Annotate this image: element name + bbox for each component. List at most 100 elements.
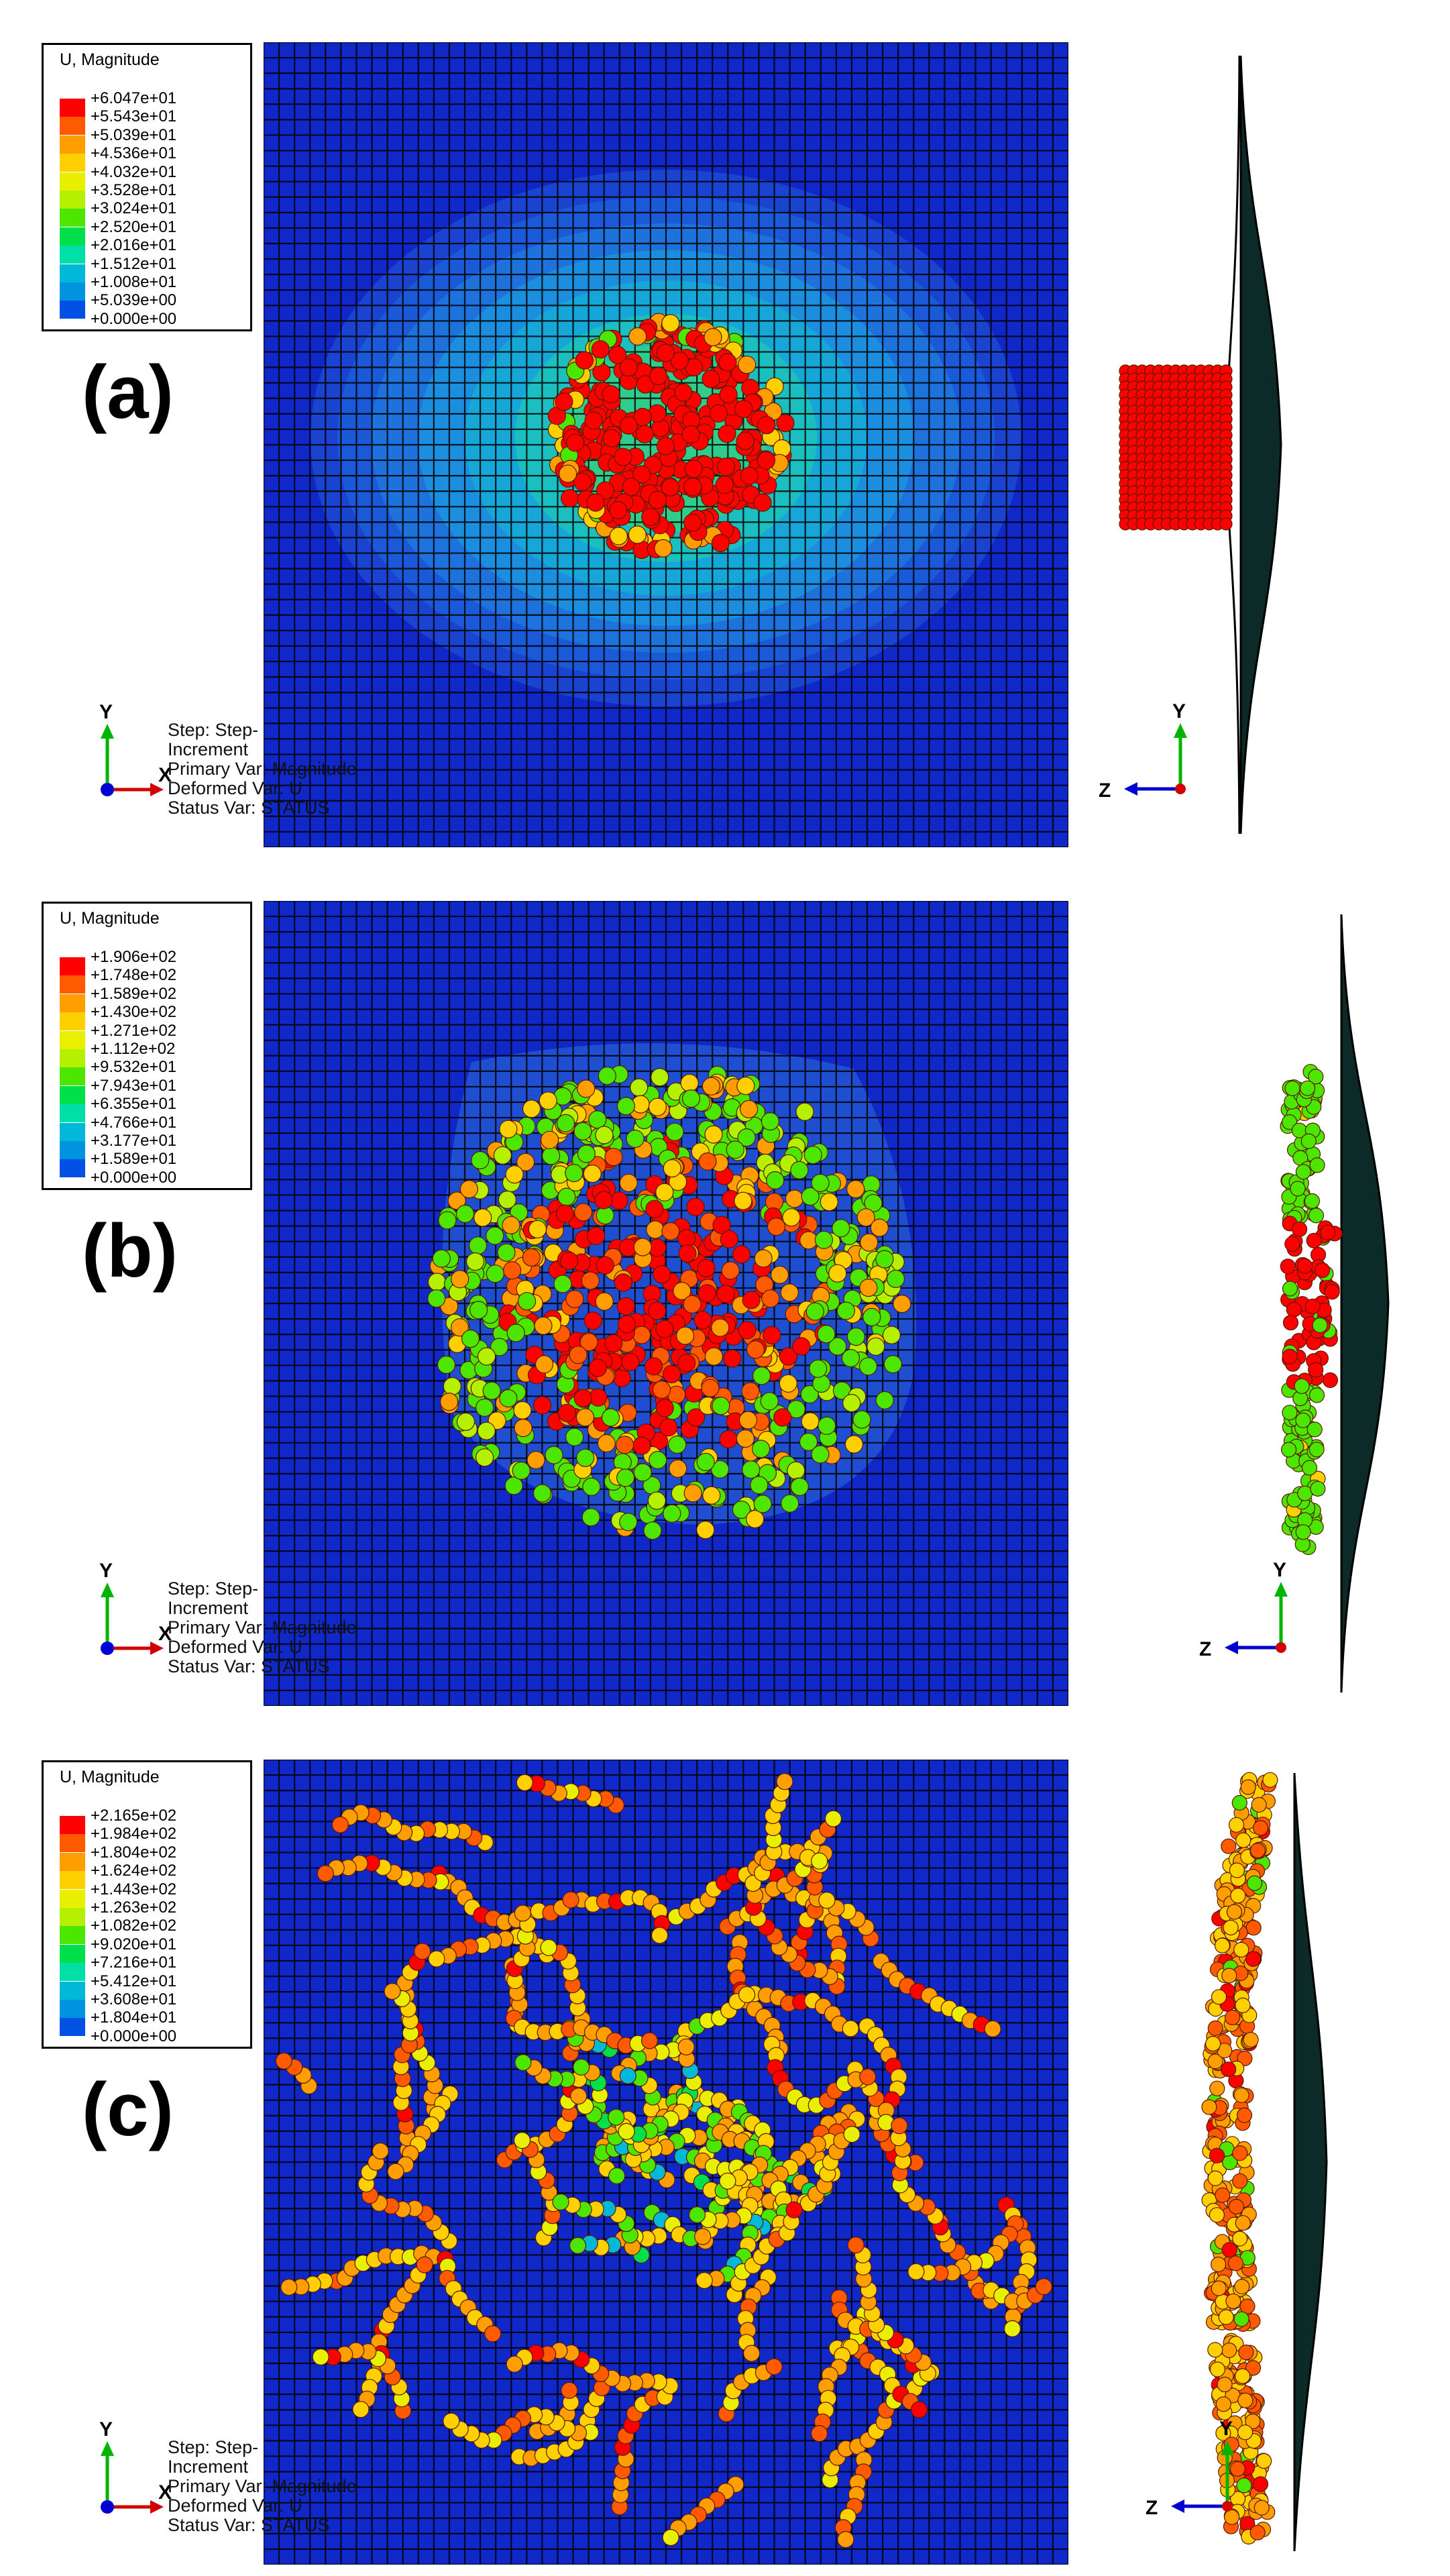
status-primary-var: Primary Var: Magnitude (168, 2476, 357, 2496)
particle (1281, 1442, 1297, 1458)
particle (712, 1216, 731, 1234)
legend-tick-label: +3.177e+01 (91, 1132, 177, 1150)
particle (608, 2167, 626, 2185)
particle (832, 1219, 850, 1238)
deformed-plate-profile (1293, 1772, 1328, 2552)
legend-swatch (60, 1122, 85, 1141)
particle (609, 527, 628, 545)
particle (478, 1347, 496, 1366)
particle (565, 1164, 583, 1183)
particle (513, 2132, 531, 2149)
particle (574, 1203, 593, 1222)
particle (1215, 2187, 1231, 2203)
triad-x-label: X (158, 1623, 172, 1645)
particle (810, 2424, 828, 2443)
particle (741, 1382, 760, 1401)
particle (1207, 2170, 1223, 2186)
particle (1284, 1080, 1300, 1096)
particle (591, 340, 610, 359)
particle (570, 2088, 588, 2105)
particle (1234, 2278, 1250, 2295)
particle (698, 1152, 717, 1171)
particle (456, 1412, 476, 1432)
particle (516, 1774, 533, 1791)
particle (588, 1110, 607, 1129)
particle (711, 533, 730, 553)
particle (663, 1504, 681, 1523)
particle (602, 429, 621, 447)
legend-tick-label: +1.589e+01 (91, 1150, 177, 1169)
particle (736, 431, 755, 450)
particle (875, 1391, 894, 1410)
particle (581, 1271, 600, 1290)
particle (506, 2355, 523, 2373)
triad-y-label: Y (99, 1560, 113, 1582)
legend-tick-label: +5.412e+01 (91, 1972, 177, 1990)
particle (512, 1461, 531, 1481)
particle (1295, 1164, 1311, 1180)
legend-swatch (60, 2018, 85, 2037)
particle (1308, 1442, 1325, 1458)
particle (1294, 1378, 1310, 1394)
particle (655, 1183, 674, 1201)
particle (1245, 2413, 1261, 2430)
side-particle-band (1201, 1772, 1278, 2545)
particle (588, 1358, 607, 1377)
particle (604, 1334, 623, 1353)
panel-c: U, Magnitude +2.165e+02 +1.984e+02 +1.804e… (0, 1717, 1450, 2576)
particle (686, 1197, 705, 1216)
particle (317, 1865, 334, 1882)
particle (1217, 2376, 1233, 2393)
particle (1315, 1262, 1331, 1279)
particle (545, 1446, 563, 1464)
particle (799, 1432, 818, 1452)
legend-swatch (60, 975, 85, 994)
particle (534, 1316, 553, 1335)
legend-swatch (60, 1908, 85, 1926)
status-status-var: Status Var: STATUS (168, 1656, 330, 1676)
particle (870, 1218, 889, 1237)
status-deformed-var: Deformed Var: U (168, 1637, 302, 1657)
particle (1284, 1236, 1300, 1252)
particle (859, 1278, 878, 1297)
particle (1286, 1301, 1302, 1318)
particle (331, 1816, 349, 1833)
status-block-a: Step: Step- Increment Primary Var: Magni… (168, 720, 357, 818)
particle (583, 1165, 602, 1183)
particle (493, 1146, 512, 1165)
xy-triad-icon: Y X (99, 1560, 172, 1655)
particle (1209, 2207, 1225, 2223)
particle (312, 2348, 329, 2366)
particle (541, 1130, 559, 1149)
legend-tick-label: +1.984e+02 (91, 1825, 177, 1843)
triad-y-label: Y (99, 2418, 113, 2440)
particle (842, 1393, 861, 1413)
particle (1205, 2035, 1221, 2052)
particle (280, 2278, 298, 2296)
status-status-var: Status Var: STATUS (168, 2515, 330, 2535)
particle (1245, 2360, 1262, 2376)
legend-swatch (60, 1852, 85, 1871)
particle (712, 1397, 730, 1415)
particle (776, 413, 795, 433)
particle (1232, 2145, 1248, 2161)
particle (595, 1292, 614, 1311)
triad-x-label: X (158, 764, 172, 786)
particle (720, 1230, 738, 1248)
particle (662, 1364, 681, 1384)
particle (846, 1180, 865, 1199)
particle (669, 1459, 687, 1478)
particle (792, 1337, 811, 1356)
legend-swatch (60, 1834, 85, 1853)
particle (486, 1226, 504, 1245)
particle (799, 1231, 818, 1250)
particle (633, 1463, 652, 1482)
legend-tick-label: +1.804e+01 (91, 2008, 177, 2027)
particle (648, 490, 667, 509)
legend-tick-label: +4.766e+01 (91, 1113, 177, 1132)
xy-triad-icon: Y X (99, 2418, 172, 2514)
particle (566, 433, 585, 452)
particle (842, 2020, 859, 2037)
particle (661, 314, 680, 333)
particle (790, 1161, 809, 1179)
